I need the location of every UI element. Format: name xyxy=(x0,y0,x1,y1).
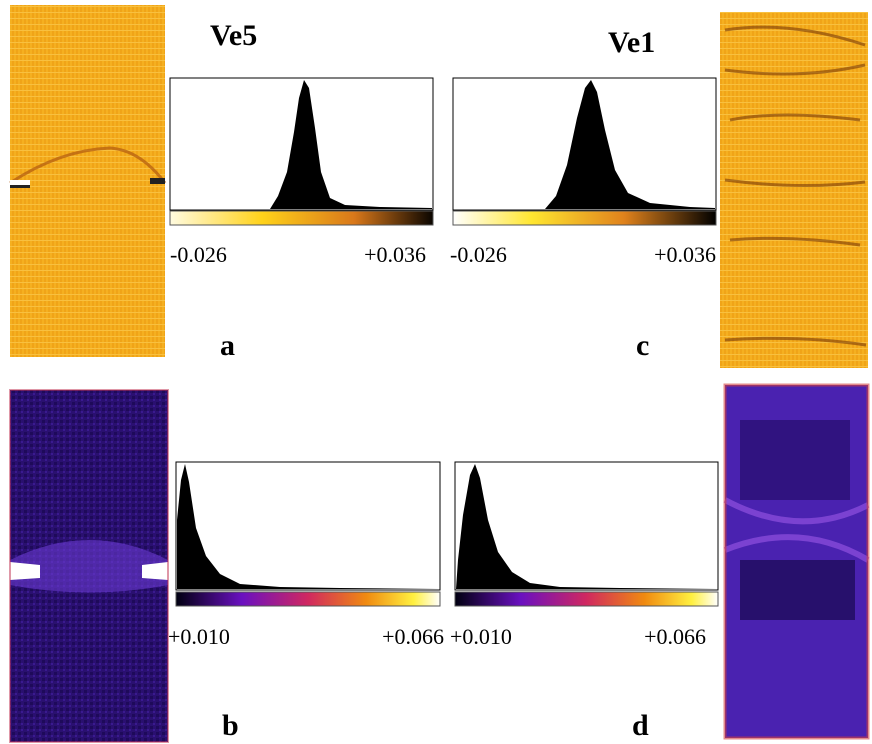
range-min: +0.010 xyxy=(168,624,230,649)
range-min: -0.026 xyxy=(170,242,227,267)
image-c xyxy=(720,12,868,368)
panel-label: b xyxy=(222,709,239,742)
panel-label: d xyxy=(632,709,649,742)
range-min: -0.026 xyxy=(450,242,507,267)
range-max: +0.036 xyxy=(654,242,716,267)
histogram-d xyxy=(454,461,719,607)
image-b xyxy=(9,389,169,743)
image-d xyxy=(723,383,870,740)
range-max: +0.036 xyxy=(364,242,426,267)
image-a xyxy=(9,5,167,357)
range-max: +0.066 xyxy=(382,624,444,649)
histogram-b xyxy=(175,461,441,607)
range-max: +0.066 xyxy=(644,624,706,649)
sample-title: Ve1 xyxy=(608,26,655,59)
histogram-a xyxy=(169,77,434,226)
panel-label: a xyxy=(220,329,235,362)
histogram-c xyxy=(452,77,717,226)
sample-title: Ve5 xyxy=(210,19,257,52)
range-min: +0.010 xyxy=(450,624,512,649)
panel-label: c xyxy=(636,329,649,362)
